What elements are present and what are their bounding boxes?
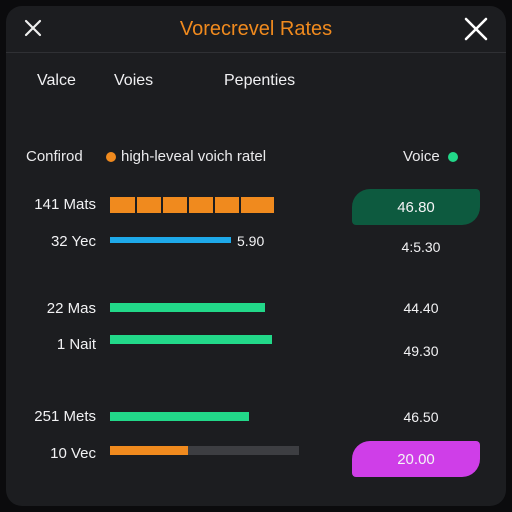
row-value: 46.80: [397, 198, 435, 216]
close-icon[interactable]: [461, 14, 491, 44]
row-value: 44.40: [403, 300, 439, 316]
tab-pepenties[interactable]: Pepenties: [224, 72, 296, 89]
legend-series-label: high-leveal voich ratel: [121, 148, 267, 165]
legend-right-label: Voice: [403, 148, 440, 165]
legend-right: Voice: [403, 148, 458, 165]
tab-voies[interactable]: Voies: [114, 72, 154, 89]
row-label: 10 Vec: [50, 445, 96, 462]
row-value-highlight[interactable]: 20.00: [352, 441, 480, 477]
row-inline-value: 5.90: [237, 233, 265, 249]
legend-series: high-leveal voich ratel: [106, 148, 266, 165]
row-label: 141 Mats: [34, 196, 96, 213]
row-value: 49.30: [403, 343, 439, 359]
row-bar-fill: [110, 446, 188, 455]
row-bar: [110, 197, 274, 213]
status-dot-icon: [447, 152, 458, 163]
row-bar: [110, 237, 231, 243]
row-bar: [110, 335, 272, 344]
row-label: 32 Yec: [50, 233, 96, 250]
title-bar: Vorecrevel Rates: [6, 6, 506, 52]
row-value: 20.00: [397, 450, 435, 468]
page-title: Vorecrevel Rates: [179, 18, 333, 40]
row-bar-track: [110, 446, 299, 455]
row-label: 251 Mets: [34, 408, 96, 425]
row-label: 1 Nait: [56, 336, 96, 353]
row-value: 4:5.30: [401, 239, 441, 255]
row-bar: [110, 303, 265, 312]
header-divider: [6, 52, 506, 53]
tab-valce[interactable]: Valce: [37, 72, 76, 89]
legend-left-label: Confirod: [26, 148, 83, 165]
row-label: 22 Mas: [46, 300, 96, 317]
row-value-highlight[interactable]: 46.80: [352, 189, 480, 225]
rates-panel: Vorecrevel Rates Valce Voies Pepenties C…: [6, 6, 506, 506]
row-value: 46.50: [403, 409, 439, 425]
row-bar: [110, 412, 249, 421]
series-dot-icon: [106, 152, 116, 163]
close-icon[interactable]: [21, 16, 45, 40]
